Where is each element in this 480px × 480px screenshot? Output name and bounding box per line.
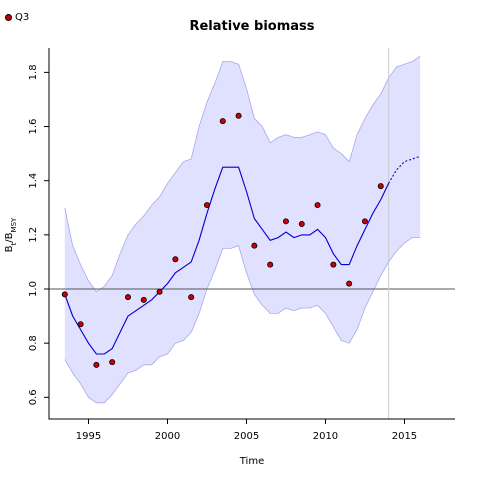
data-point [282,218,289,225]
y-tick-label: 1.4 [28,173,39,189]
biomass-line [64,166,390,355]
data-point [124,294,131,301]
y-tick-label: 1.6 [28,119,39,135]
data-point [156,288,163,295]
data-point [140,296,147,303]
data-point [93,361,100,368]
data-point [330,261,337,268]
x-axis-label: Time [239,456,264,467]
data-point [361,218,368,225]
data-point [109,359,116,366]
data-point [251,242,258,249]
confidence-band [64,56,421,403]
y-tick-label: 0.6 [28,389,39,405]
x-tick-label: 2015 [392,431,417,442]
x-tick-label: 2010 [313,431,338,442]
x-tick-label: 1995 [76,431,101,442]
y-tick-label: 0.8 [28,335,39,351]
data-point [267,261,274,268]
data-point [188,294,195,301]
data-point [77,321,84,328]
data-point [346,280,353,287]
data-point [219,118,226,125]
data-point [314,202,321,209]
band-upper-edge [64,55,421,293]
legend-marker [5,14,12,21]
data-point [203,202,210,209]
data-point [235,112,242,119]
legend: Q3 [5,12,29,23]
plot-area: 1995 2000 2005 2010 2015 0.6 0.8 1.0 1.2 1.4 1.6 1.… [28,48,455,442]
x-tick-label: 2000 [155,431,180,442]
band-lower-edge [64,237,421,404]
y-tick-label: 1.2 [28,227,39,243]
data-point [61,291,68,298]
data-point [377,183,384,190]
y-axis-label: Bt/BMSY [4,217,18,252]
y-tick-label: 1.0 [28,281,39,297]
y-tick-label: 1.8 [28,64,39,80]
data-point [298,221,305,228]
axis-frame [48,48,455,420]
chart-title: Relative biomass [189,19,314,34]
x-tick-label: 2005 [234,431,259,442]
legend-label: Q3 [15,12,30,23]
data-point [172,256,179,263]
